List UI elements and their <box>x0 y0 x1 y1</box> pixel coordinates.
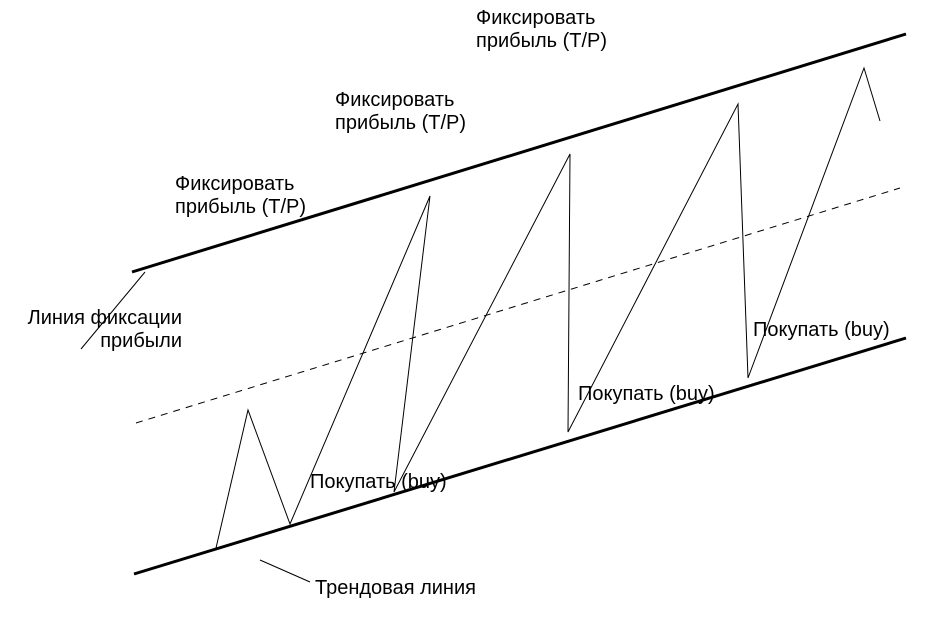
label-take-profit-2: Фиксироватьприбыль (T/P) <box>335 89 466 134</box>
label-trend-line: Трендовая линия <box>315 577 476 599</box>
lower-channel-line <box>134 338 906 574</box>
label-take-profit-3: Фиксироватьприбыль (T/P) <box>476 7 607 52</box>
label-buy-2: Покупать (buy) <box>578 383 715 405</box>
label-take-profit-1: Фиксироватьприбыль (T/P) <box>175 173 306 218</box>
mid-channel-line <box>136 188 900 423</box>
label-buy-3: Покупать (buy) <box>753 319 890 341</box>
upper-channel-line <box>132 34 906 272</box>
label-profit-line: Линия фиксацииприбыли <box>28 307 182 352</box>
label-pointer-1 <box>260 560 310 582</box>
label-buy-1: Покупать (buy) <box>310 471 447 493</box>
